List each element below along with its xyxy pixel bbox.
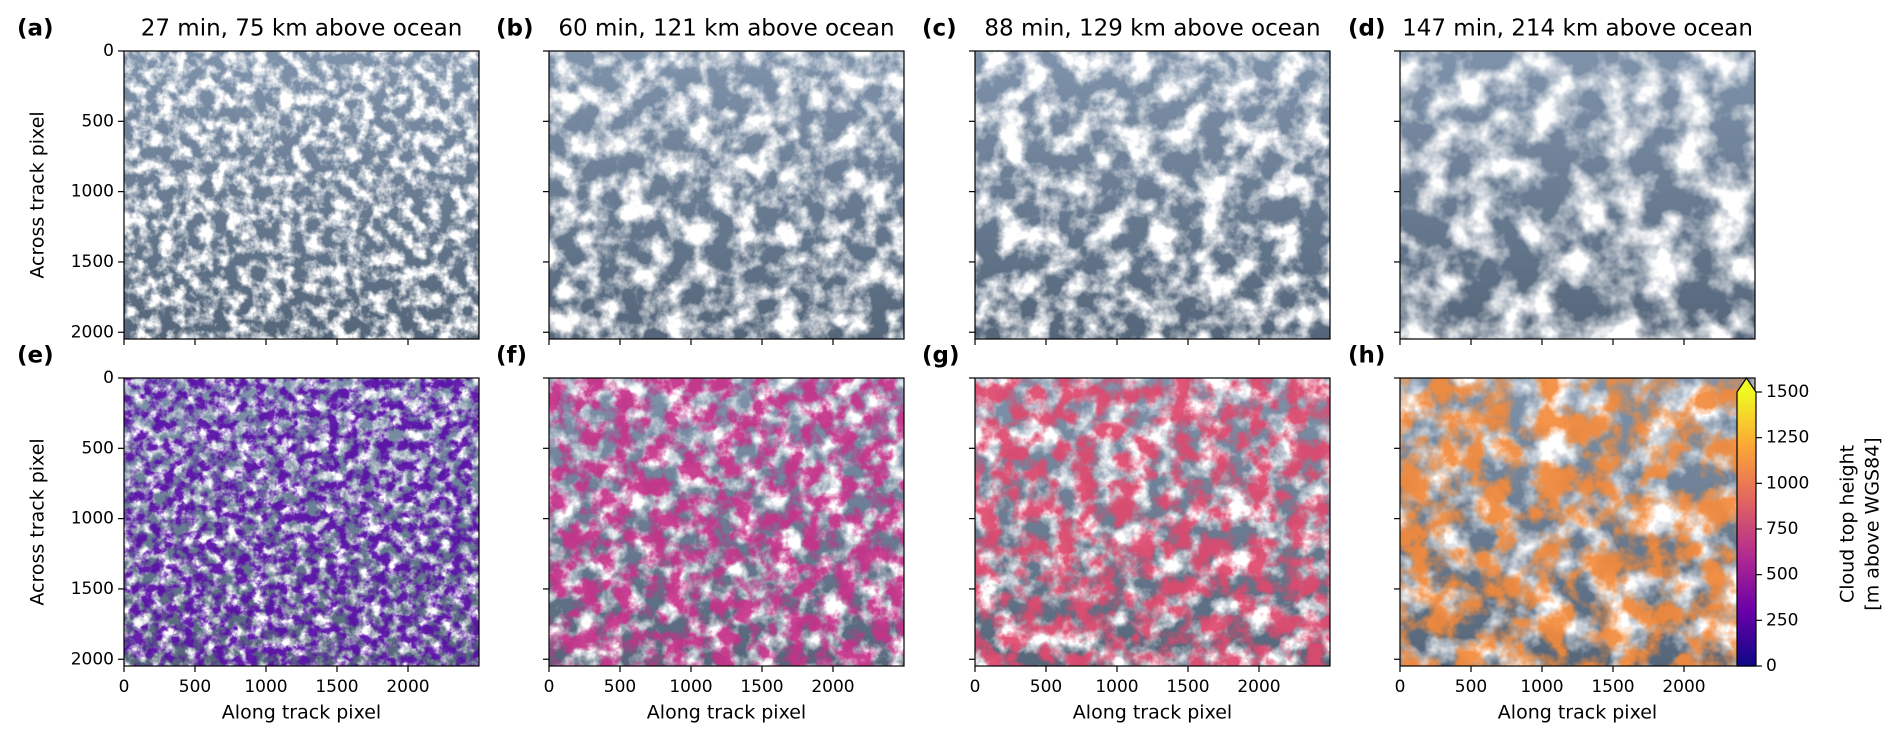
axes-frame <box>123 377 480 667</box>
y-tick-label: 0 <box>103 368 114 388</box>
x-tick-label: 1000 <box>1095 677 1138 697</box>
axes-frame <box>548 377 905 667</box>
colorbar-tick-label: 250 <box>1766 610 1798 630</box>
x-axis-label: Along track pixel <box>1073 702 1232 724</box>
height-overlay <box>1400 378 1755 666</box>
y-tick-label: 1500 <box>71 579 114 599</box>
panel-label: (d) <box>1348 16 1386 42</box>
x-tick-label: 500 <box>1030 677 1062 697</box>
x-tick-label: 1500 <box>1166 677 1209 697</box>
x-tick-label: 0 <box>1395 677 1406 697</box>
x-tick-label: 0 <box>119 677 130 697</box>
x-tick-label: 1500 <box>315 677 358 697</box>
height-overlay <box>124 378 479 666</box>
axes-frame <box>123 50 480 340</box>
colorbar-extension <box>1737 378 1756 392</box>
y-axis-label: Across track pixel <box>27 438 49 605</box>
height-overlay <box>975 378 1330 666</box>
colorbar-label: [m above WGS84] <box>1862 437 1884 610</box>
axes-frame <box>974 377 1331 667</box>
x-tick-label: 1500 <box>1591 677 1634 697</box>
colorbar <box>1737 392 1756 666</box>
colorbar-tick-label: 1250 <box>1766 428 1809 448</box>
colorbar-label: Cloud top height <box>1837 445 1859 603</box>
y-axis-label: Across track pixel <box>27 111 49 278</box>
panel-label: (a) <box>17 16 54 42</box>
x-tick-label: 1500 <box>740 677 783 697</box>
y-tick-label: 500 <box>82 438 114 458</box>
y-tick-label: 2000 <box>71 649 114 669</box>
panel-label: (b) <box>496 16 534 42</box>
x-tick-label: 2000 <box>386 677 429 697</box>
panel-title: 88 min, 129 km above ocean <box>984 16 1320 42</box>
colorbar-tick-label: 500 <box>1766 565 1798 585</box>
x-tick-label: 500 <box>604 677 636 697</box>
panel-title: 60 min, 121 km above ocean <box>558 16 894 42</box>
x-tick-label: 2000 <box>811 677 854 697</box>
x-tick-label: 2000 <box>1662 677 1705 697</box>
cloud-photo <box>975 51 1330 339</box>
x-axis-label: Along track pixel <box>647 702 806 724</box>
x-axis-label: Along track pixel <box>222 702 381 724</box>
x-tick-label: 2000 <box>1237 677 1280 697</box>
axes-frame <box>974 50 1331 340</box>
cloud-photo <box>124 51 479 339</box>
panel-label: (c) <box>922 16 957 42</box>
x-tick-label: 1000 <box>244 677 287 697</box>
x-tick-label: 0 <box>544 677 555 697</box>
x-tick-label: 1000 <box>669 677 712 697</box>
y-tick-label: 1000 <box>71 182 114 202</box>
panel-label: (g) <box>922 343 960 369</box>
panel-title: 27 min, 75 km above ocean <box>141 16 463 42</box>
x-tick-label: 500 <box>179 677 211 697</box>
x-tick-label: 1000 <box>1520 677 1563 697</box>
y-tick-label: 1000 <box>71 509 114 529</box>
cloud-photo <box>1400 51 1755 339</box>
colorbar-tick-label: 750 <box>1766 519 1798 539</box>
colorbar-tick-label: 1500 <box>1766 382 1809 402</box>
panel-title: 147 min, 214 km above ocean <box>1402 16 1753 42</box>
x-tick-label: 0 <box>970 677 981 697</box>
y-tick-label: 1500 <box>71 252 114 272</box>
panel-label: (f) <box>496 343 527 369</box>
cloud-photo <box>549 51 904 339</box>
colorbar-tick-label: 0 <box>1766 656 1777 676</box>
panel-label: (e) <box>17 343 54 369</box>
colorbar-tick-label: 1000 <box>1766 473 1809 493</box>
x-axis-label: Along track pixel <box>1498 702 1657 724</box>
x-tick-label: 500 <box>1455 677 1487 697</box>
height-overlay <box>549 378 904 666</box>
panel-label: (h) <box>1348 343 1385 369</box>
y-tick-label: 500 <box>82 111 114 131</box>
axes-frame <box>1399 50 1756 340</box>
y-tick-label: 2000 <box>71 322 114 342</box>
axes-frame <box>548 50 905 340</box>
y-tick-label: 0 <box>103 41 114 61</box>
